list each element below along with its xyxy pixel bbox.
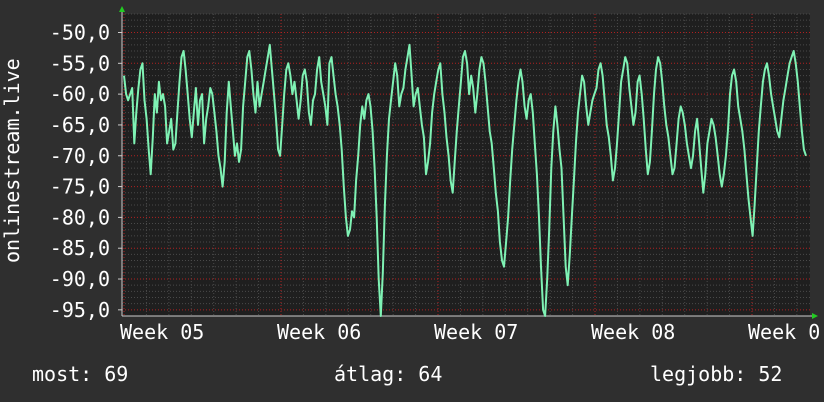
y-axis-arrow [119, 6, 125, 12]
y-axis-label: onlinestream.live [0, 58, 24, 263]
stat-average: átlag: 64 [334, 362, 443, 386]
y-tick-label: -50,0 [50, 20, 110, 44]
y-tick-label: -60,0 [50, 82, 110, 106]
y-tick-label: -75,0 [50, 175, 110, 199]
x-tick-label: Week 07 [434, 320, 518, 344]
y-tick-label: -90,0 [50, 267, 110, 291]
y-tick-label: -95,0 [50, 298, 110, 322]
series-line [123, 43, 807, 317]
x-axis-arrow [812, 313, 818, 319]
plot-area [122, 14, 810, 316]
y-tick-label: -55,0 [50, 51, 110, 75]
x-tick-label: Week 06 [277, 320, 361, 344]
y-tick-label: -70,0 [50, 144, 110, 168]
x-tick-label: Week 05 [120, 320, 204, 344]
y-tick-label: -85,0 [50, 236, 110, 260]
stat-best: legjobb: 52 [650, 362, 783, 386]
y-tick-label: -80,0 [50, 205, 110, 229]
x-tick-label: Week 08 [591, 320, 675, 344]
y-tick-label: -65,0 [50, 113, 110, 137]
stat-current: most: 69 [32, 362, 129, 386]
x-tick-label: Week 0 [748, 320, 820, 344]
